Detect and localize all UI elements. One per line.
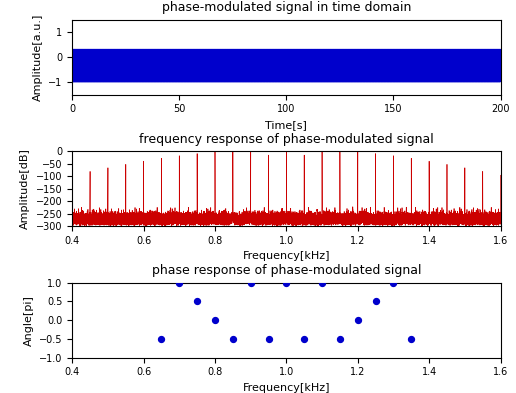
Point	[300, 336, 309, 342]
Point	[407, 336, 415, 342]
Point	[157, 336, 166, 342]
Point	[318, 279, 326, 286]
Point	[175, 279, 183, 286]
Y-axis label: Amplitude[a.u.]: Amplitude[a.u.]	[33, 13, 43, 101]
Point	[193, 298, 201, 305]
Title: phase-modulated signal in time domain: phase-modulated signal in time domain	[162, 1, 411, 14]
X-axis label: Time[s]: Time[s]	[265, 120, 308, 130]
Point	[229, 336, 237, 342]
X-axis label: Frequency[kHz]: Frequency[kHz]	[243, 383, 330, 393]
X-axis label: Frequency[kHz]: Frequency[kHz]	[243, 252, 330, 261]
Title: frequency response of phase-modulated signal: frequency response of phase-modulated si…	[139, 133, 434, 146]
Point	[353, 317, 362, 323]
Y-axis label: Amplitude[dB]: Amplitude[dB]	[20, 148, 30, 229]
Y-axis label: Angle[pi]: Angle[pi]	[23, 295, 34, 345]
Title: phase response of phase-modulated signal: phase response of phase-modulated signal	[152, 264, 421, 277]
Point	[372, 298, 380, 305]
Point	[247, 279, 255, 286]
Point	[264, 336, 272, 342]
Point	[282, 279, 291, 286]
Point	[336, 336, 344, 342]
Point	[211, 317, 219, 323]
Point	[389, 279, 397, 286]
